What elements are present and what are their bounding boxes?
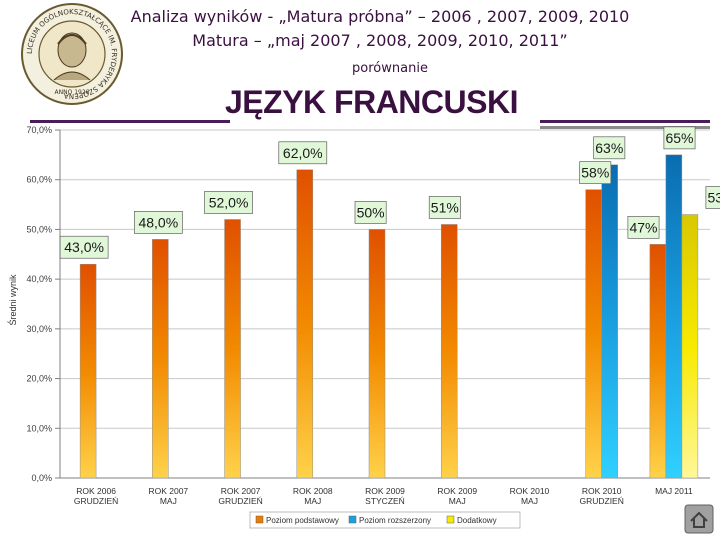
bar-podstawowy bbox=[649, 244, 667, 479]
x-tick-label: GRUDZIEŃ bbox=[579, 496, 623, 506]
legend-label-podstawowy: Poziom podstawowy bbox=[266, 516, 339, 525]
data-label-box bbox=[133, 211, 183, 234]
data-label-box bbox=[627, 215, 660, 239]
header-line-2: Matura – „maj 2007 , 2008, 2009, 2010, 2… bbox=[192, 31, 568, 50]
y-tick-label: 20,0% bbox=[26, 374, 52, 384]
y-tick-label: 30,0% bbox=[26, 324, 52, 334]
bar-rozszerzony bbox=[601, 164, 618, 479]
bar-rozszerzony bbox=[665, 154, 683, 479]
data-label: 50% bbox=[357, 204, 385, 220]
bar-podstawowy bbox=[368, 229, 386, 479]
data-label-box bbox=[59, 235, 109, 259]
y-tick-label: 60,0% bbox=[26, 175, 52, 185]
logo-inner-text: ANNO 1926 bbox=[55, 89, 90, 96]
data-label-box bbox=[705, 186, 720, 209]
data-label: 58% bbox=[581, 165, 609, 181]
x-tick-label: ROK 2009 bbox=[365, 486, 405, 496]
bar-podstawowy bbox=[224, 219, 241, 479]
x-tick-label: ROK 2009 bbox=[437, 486, 477, 496]
data-label-box bbox=[354, 201, 387, 224]
x-tick-label: ROK 2010 bbox=[582, 486, 622, 496]
x-tick-label: MAJ bbox=[160, 496, 177, 506]
x-tick-label: ROK 2006 bbox=[76, 486, 116, 496]
header-line-3: porównanie bbox=[352, 61, 428, 76]
data-label-box bbox=[579, 161, 612, 185]
x-tick-label: MAJ bbox=[304, 496, 321, 506]
x-tick-label: STYCZEŃ bbox=[365, 496, 405, 506]
data-label-box bbox=[428, 196, 461, 219]
x-tick-label: ROK 2008 bbox=[293, 486, 333, 496]
x-tick-label: ROK 2007 bbox=[221, 486, 261, 496]
x-tick-label: MAJ bbox=[521, 496, 538, 506]
home-nav-icon[interactable] bbox=[684, 504, 714, 534]
data-label: 62,0% bbox=[283, 145, 323, 161]
bar-podstawowy bbox=[296, 169, 314, 479]
bar-podstawowy bbox=[585, 189, 602, 479]
title-rule-left bbox=[30, 120, 230, 123]
legend-swatch-podstawowy bbox=[255, 515, 264, 524]
data-label: 43,0% bbox=[64, 239, 104, 255]
bar-podstawowy bbox=[152, 239, 169, 479]
y-axis-label: Średni wynik bbox=[7, 274, 18, 326]
x-tick-label: MAJ 2011 bbox=[655, 486, 693, 496]
title-rule-right bbox=[540, 120, 710, 123]
data-label: 52,0% bbox=[209, 194, 249, 210]
data-label: 47% bbox=[629, 219, 657, 235]
data-label: 51% bbox=[431, 199, 459, 215]
bar-podstawowy bbox=[79, 263, 97, 479]
x-tick-label: ROK 2010 bbox=[510, 486, 550, 496]
legend-swatch-dodatkowy bbox=[446, 515, 455, 524]
main-title: JĘZYK FRANCUSKI bbox=[225, 84, 518, 120]
data-label-box bbox=[663, 126, 696, 150]
x-tick-label: GRUDZIEŃ bbox=[74, 496, 118, 506]
y-tick-label: 40,0% bbox=[26, 274, 52, 284]
x-tick-label: GRUDZIEŃ bbox=[218, 496, 262, 506]
legend-swatch-rozszerzony bbox=[348, 515, 357, 524]
legend-label-rozszerzony: Poziom rozszerzony bbox=[359, 516, 431, 525]
data-label-box bbox=[278, 141, 328, 165]
bar-chart: 0,0% 10,0% 20,0% 30,0% 40,0% 50,0% 60,0% 70,0% Ś… bbox=[7, 125, 720, 529]
y-tick-label: 50,0% bbox=[26, 224, 52, 234]
data-label: 65% bbox=[665, 130, 693, 146]
y-tick-label: 70,0% bbox=[26, 125, 52, 135]
header-line-1: Analiza wyników - „Matura próbna” – 2006… bbox=[130, 7, 630, 26]
legend-label-dodatkowy: Dodatkowy bbox=[457, 516, 497, 525]
data-label: 53% bbox=[707, 190, 720, 206]
bar-podstawowy bbox=[440, 224, 458, 479]
data-label: 63% bbox=[595, 140, 623, 156]
data-label: 48,0% bbox=[138, 214, 178, 230]
x-tick-label: MAJ bbox=[449, 496, 466, 506]
bar-dodatkowy bbox=[681, 214, 699, 479]
title-rule-right-gray bbox=[540, 126, 710, 129]
y-tick-label: 0,0% bbox=[31, 473, 52, 483]
school-logo: LICEUM OGÓLNOKSZTAŁCĄCE IM. FRYDERYKA SZ… bbox=[21, 3, 123, 105]
y-tick-label: 10,0% bbox=[26, 423, 52, 433]
x-tick-label: ROK 2007 bbox=[148, 486, 188, 496]
data-label-box bbox=[593, 136, 626, 160]
data-label-box bbox=[204, 191, 253, 214]
